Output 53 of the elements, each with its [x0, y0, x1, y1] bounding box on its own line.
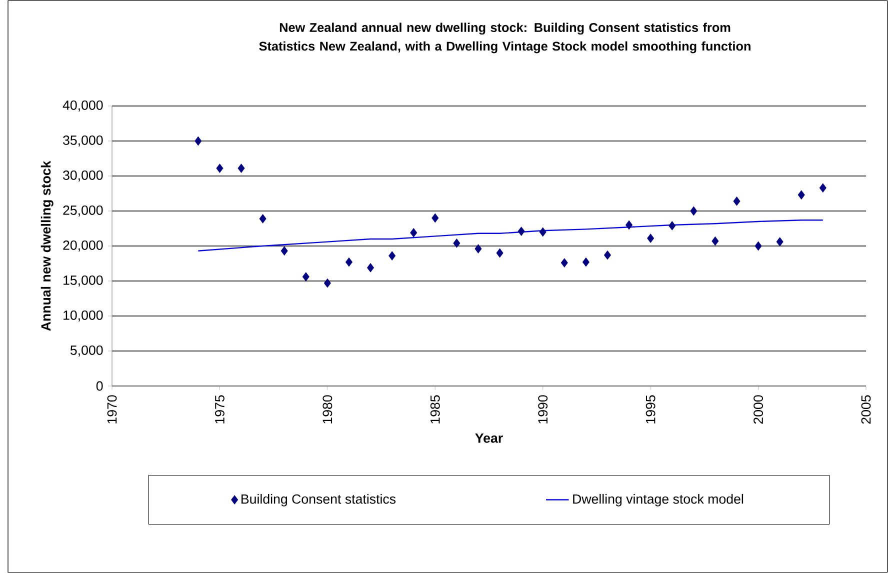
point	[776, 237, 784, 246]
x-tick-label: 1995	[646, 395, 656, 424]
y-tick-label: 40,000	[62, 100, 103, 112]
point	[518, 226, 525, 236]
y-tick-label: 25,000	[63, 205, 103, 217]
chart-title: New Zealand annual new dwelling stock: Building Consent statistics from Statistics New Zealand, with a Dwelling Vintage Stock model smoothing function	[259, 22, 750, 54]
point	[604, 250, 611, 260]
point	[194, 136, 202, 146]
point	[432, 213, 439, 223]
point	[560, 258, 568, 268]
line-series	[198, 219, 824, 252]
x-tick-label: 1985	[430, 395, 440, 424]
y-tick-label: 5,000	[70, 345, 103, 357]
x-tick-label: 2005	[861, 395, 871, 424]
x-tick-label: 2000	[754, 395, 763, 424]
point	[496, 248, 504, 258]
point	[539, 227, 546, 237]
point	[280, 246, 288, 256]
y-tick-label: 30,000	[63, 170, 103, 182]
point	[668, 221, 676, 230]
point	[474, 244, 482, 254]
point	[754, 241, 762, 251]
x-tick-label: 1980	[322, 395, 332, 424]
point	[410, 228, 418, 238]
x-tick-label: 1975	[215, 395, 224, 424]
point	[259, 214, 266, 224]
y-tick-label: 10,000	[64, 310, 103, 322]
y-tick-label: 15,000	[64, 275, 103, 287]
point	[367, 263, 374, 272]
point	[302, 272, 310, 282]
y-tick-label: 0	[96, 381, 103, 391]
point	[238, 164, 245, 173]
point	[712, 236, 719, 246]
point	[346, 258, 352, 267]
point	[798, 190, 805, 200]
y-tick-label: 35,000	[63, 135, 103, 147]
point	[733, 196, 740, 206]
point	[690, 206, 698, 216]
point	[324, 278, 331, 288]
legend-label: Dwelling vintage stock model	[573, 494, 744, 506]
legend-label: Building Consent statistics	[242, 494, 396, 506]
point	[626, 220, 632, 230]
point	[453, 238, 460, 248]
y-tick-label: 20,000	[63, 240, 103, 252]
point	[388, 251, 396, 260]
x-tick-label: 1970	[107, 395, 117, 424]
point	[647, 234, 654, 243]
x-tick-label: 1990	[538, 395, 548, 424]
y-axis-title: Annual new dwelling stock	[40, 160, 54, 331]
x-axis-title: Year	[475, 434, 503, 443]
point	[819, 183, 826, 192]
point	[216, 164, 224, 173]
point	[582, 258, 590, 267]
